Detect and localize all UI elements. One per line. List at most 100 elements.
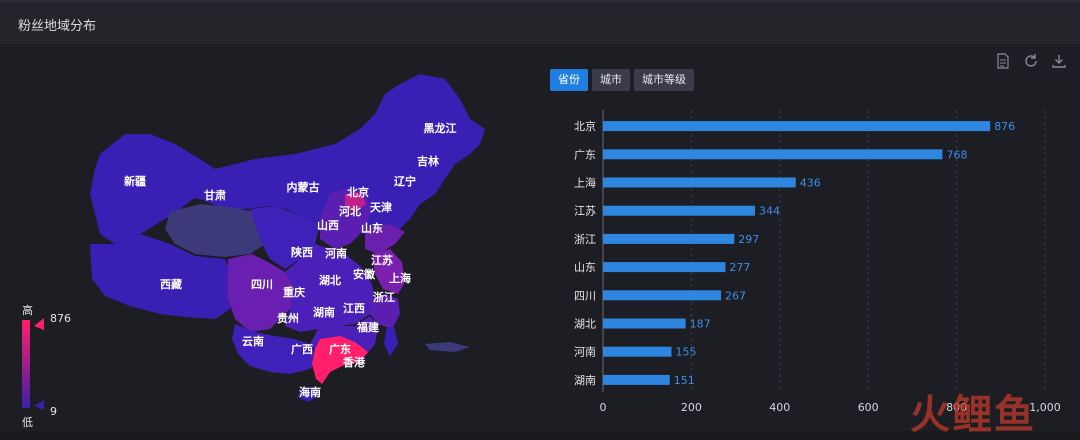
x-tick-label: 800	[946, 401, 967, 414]
bar[interactable]	[603, 346, 672, 357]
bar[interactable]	[603, 290, 722, 301]
map-label: 安徽	[353, 267, 376, 281]
map-region-gansu-shaanxi[interactable]	[250, 206, 320, 269]
map-label: 广西	[291, 342, 313, 356]
map-label: 甘肃	[204, 188, 226, 202]
legend-low-label: 低	[22, 416, 33, 429]
x-tick-label: 1,000	[1029, 401, 1061, 414]
bar[interactable]	[603, 233, 735, 244]
bar[interactable]	[603, 149, 943, 160]
bar-value-label: 768	[946, 148, 967, 161]
map-label: 云南	[242, 334, 264, 348]
y-category-label: 北京	[574, 119, 596, 133]
map-region-guangdong[interactable]	[312, 336, 368, 384]
y-category-label: 湖北	[574, 318, 596, 331]
map-region-xinjiang[interactable]	[90, 134, 215, 244]
map-label: 四川	[251, 278, 273, 291]
map-label: 江苏	[371, 253, 393, 267]
y-category-label: 山东	[574, 261, 596, 274]
bar-value-label: 151	[674, 374, 695, 387]
legend-max-value: 876	[50, 312, 71, 325]
watermark-logo: 火鲤鱼	[910, 392, 1036, 438]
map-region-hainan[interactable]	[298, 387, 318, 402]
y-category-label: 河南	[574, 346, 596, 359]
x-tick-label: 600	[858, 401, 879, 414]
tab-province[interactable]: 省份	[550, 69, 588, 91]
map-label: 新疆	[124, 174, 146, 188]
map-region-qinghai[interactable]	[165, 204, 268, 257]
visual-map-legend: 高 876 9 低	[14, 300, 84, 430]
map-label: 福建	[356, 320, 380, 334]
province-bar-chart: 0 200 400 600 800 1,000 北京 876 广东 768 上海 436 江苏 344 浙江…	[574, 110, 1061, 414]
bar-value-label: 187	[690, 318, 711, 331]
region-tabs: 省份 城市 城市等级	[550, 69, 694, 91]
map-region-taiwan[interactable]	[384, 326, 398, 356]
y-category-label: 湖南	[574, 374, 596, 387]
map-label: 吉林	[417, 154, 439, 168]
map-label: 浙江	[373, 290, 395, 304]
bar[interactable]	[603, 121, 991, 132]
y-category-label: 上海	[574, 176, 596, 190]
tab-city-level[interactable]: 城市等级	[634, 69, 694, 91]
bar[interactable]	[603, 205, 756, 216]
refresh-icon[interactable]	[1022, 52, 1040, 70]
map-label: 河北	[339, 204, 361, 218]
map-label: 江西	[343, 301, 365, 315]
panel-header: 粉丝地域分布	[0, 2, 1080, 44]
x-tick-label: 400	[769, 401, 790, 414]
map-region-southwest[interactable]	[232, 324, 318, 374]
bar-value-label: 155	[676, 346, 697, 359]
map-label: 山东	[361, 221, 383, 235]
map-label: 内蒙古	[287, 180, 320, 194]
legend-min-value: 9	[50, 405, 57, 418]
map-region-shandong[interactable]	[365, 224, 405, 254]
map-region-north[interactable]	[150, 74, 485, 239]
chart-toolbox	[994, 52, 1068, 70]
bar-value-label: 876	[994, 120, 1015, 133]
map-region-sichuan[interactable]	[228, 254, 295, 332]
map-label: 海南	[299, 385, 321, 399]
map-label: 湖南	[313, 305, 335, 319]
map-label: 西藏	[160, 277, 182, 291]
y-category-label: 浙江	[574, 233, 596, 246]
bar[interactable]	[603, 262, 726, 273]
map-label: 河南	[325, 246, 347, 260]
map-label: 广东	[329, 342, 351, 356]
map-label: 贵州	[277, 311, 299, 325]
legend-max-handle[interactable]	[34, 318, 44, 330]
bar[interactable]	[603, 318, 686, 329]
download-icon[interactable]	[1050, 52, 1068, 70]
map-label: 湖北	[319, 273, 341, 287]
x-tick-label: 0	[600, 401, 607, 414]
map-label: 香港	[342, 355, 366, 369]
y-category-label: 四川	[574, 289, 596, 302]
map-region-beijing[interactable]	[345, 192, 366, 212]
legend-gradient-bar[interactable]	[22, 320, 30, 408]
x-tick-label: 200	[681, 401, 702, 414]
map-region-tibet[interactable]	[90, 234, 235, 319]
bar-value-label: 344	[759, 205, 780, 218]
map-label: 天津	[370, 200, 392, 214]
legend-min-handle[interactable]	[34, 400, 44, 410]
tab-city[interactable]: 城市	[592, 69, 630, 91]
panel-title: 粉丝地域分布	[18, 19, 97, 34]
bar-value-label: 297	[738, 233, 759, 246]
bar[interactable]	[603, 374, 670, 385]
bar-value-label: 277	[729, 261, 750, 274]
top-border	[0, 0, 1080, 2]
y-category-label: 江苏	[574, 205, 596, 218]
map-region-central[interactable]	[285, 244, 375, 332]
map-label: 山西	[317, 218, 339, 232]
map-label: 黑龙江	[424, 121, 457, 135]
bar-value-label: 436	[800, 177, 821, 190]
map-region-zhejiang[interactable]	[370, 294, 400, 329]
map-label: 上海	[389, 271, 411, 285]
document-icon[interactable]	[994, 52, 1012, 70]
bar-value-label: 267	[725, 289, 746, 302]
bar[interactable]	[603, 177, 796, 188]
map-region-islands[interactable]	[425, 342, 470, 352]
map-label: 重庆	[283, 285, 305, 299]
y-category-label: 广东	[574, 148, 596, 161]
map-region-jiangsu-shanghai[interactable]	[372, 249, 405, 294]
